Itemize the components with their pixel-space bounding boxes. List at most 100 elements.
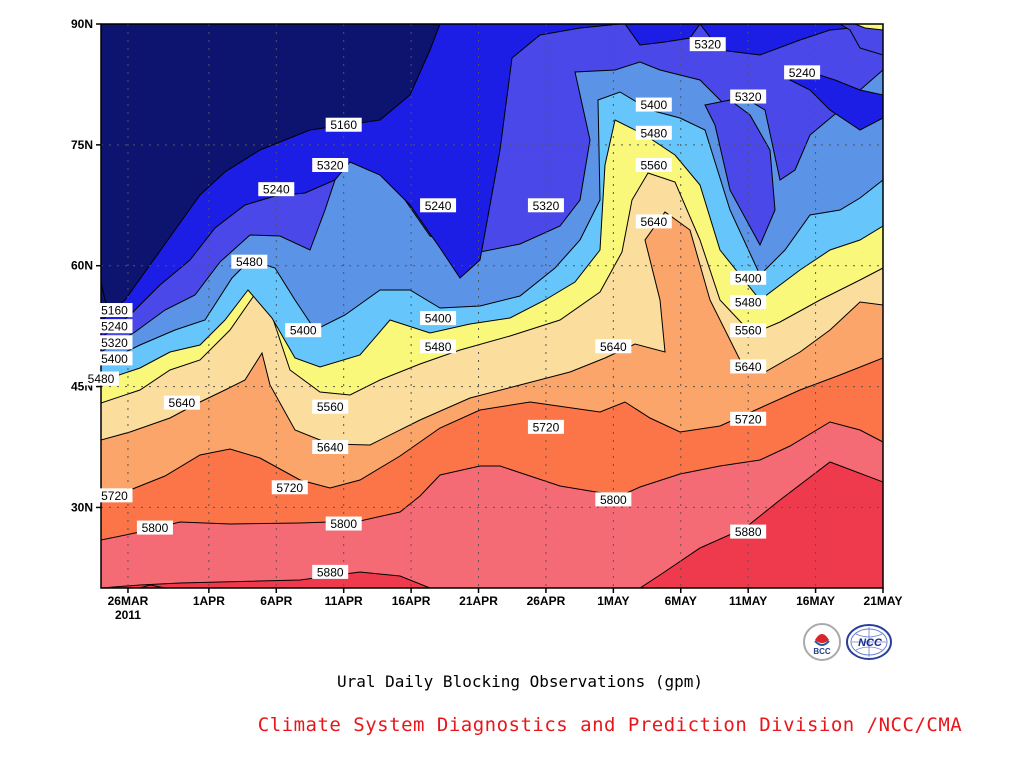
contour-label: 5320 (735, 90, 762, 104)
x-tick-label: 16APR (392, 594, 431, 608)
contour-label: 5480 (735, 295, 762, 309)
contour-label: 5320 (533, 199, 560, 213)
contour-label-box (312, 158, 349, 172)
contour-label-box (271, 480, 308, 495)
y-tick-label: 30N (71, 500, 93, 514)
contour-label-box (312, 440, 349, 454)
contour-label: 5400 (735, 271, 762, 285)
x-tick-label: 6MAY (665, 594, 697, 608)
contour-label: 5480 (425, 340, 452, 354)
contour-label-box (730, 411, 767, 426)
x-tick-label: 21APR (459, 594, 498, 608)
contour-label-box (136, 520, 173, 535)
contour-island-5240-ne (788, 71, 883, 131)
contour-labels: 5160 5240 5320 5400 5480 5640 5720 5800 5240 5480… (83, 37, 821, 579)
contour-label-box (420, 198, 457, 213)
contour-label: 5240 (263, 183, 290, 197)
x-tick-label: 16MAY (796, 594, 835, 608)
x-tick-label: 1APR (193, 594, 225, 608)
contour-label-box (96, 351, 133, 366)
contour-label: 5480 (88, 372, 115, 386)
contour-label-box (635, 125, 672, 140)
contour-label: 5320 (101, 336, 128, 350)
contour-label: 5640 (735, 360, 762, 374)
contour-label: 5320 (694, 38, 721, 52)
contour-label: 5160 (101, 304, 128, 318)
x-tick-label: 6APR (260, 594, 292, 608)
y-tick-label: 60N (71, 259, 93, 273)
contour-label-box (163, 395, 200, 410)
contour-label: 5240 (101, 320, 128, 334)
contour-label: 5880 (735, 525, 762, 539)
x-tick-label: 26APR (527, 594, 566, 608)
contour-label-box (325, 117, 362, 132)
contour-label-box (635, 158, 672, 172)
contour-label: 5480 (236, 255, 263, 269)
contour-label: 5640 (169, 396, 196, 410)
contour-label-box (635, 214, 672, 229)
x-tick-label: 21MAY (864, 594, 903, 608)
bcc-logo-text: BCC (813, 647, 831, 656)
contour-label-box (96, 488, 133, 503)
y-tick-label: 75N (71, 138, 93, 152)
contour-label-box (635, 97, 672, 112)
x-year-label: 2011 (115, 608, 141, 622)
contour-label-box (730, 89, 767, 104)
contour-label-box (420, 311, 457, 326)
x-tick-label: 26MAR (108, 594, 149, 608)
contour-label: 5560 (317, 400, 344, 414)
contour-label: 5640 (600, 340, 627, 354)
contour-label: 5400 (425, 312, 452, 326)
contour-label-box (730, 270, 767, 285)
bcc-logo: BCC (803, 623, 841, 661)
contour-label-box (258, 182, 295, 197)
contour-label-box (784, 65, 821, 80)
contour-label: 5400 (101, 352, 128, 366)
contour-label: 5400 (640, 98, 667, 112)
contour-label: 5800 (330, 517, 357, 531)
contour-label-box (83, 371, 119, 386)
contour-label: 5800 (600, 493, 627, 507)
x-tick-label: 11APR (325, 594, 363, 608)
contour-label: 5560 (640, 159, 667, 173)
contour-label-box (96, 319, 133, 334)
contour-label-box (285, 323, 322, 338)
contour-label-box (595, 339, 632, 354)
contour-label-box (730, 294, 767, 309)
contour-label: 5720 (533, 420, 560, 434)
contour-label: 5400 (290, 324, 317, 338)
y-tick-label: 90N (71, 17, 93, 31)
x-tick-label: 11MAY (729, 594, 767, 608)
contour-label: 5320 (317, 159, 344, 173)
contour-label: 5880 (317, 565, 344, 579)
contour-label: 5480 (640, 126, 667, 140)
contour-label: 5160 (330, 118, 357, 132)
ncc-logo: NCC (846, 624, 892, 660)
contour-label: 5560 (735, 324, 762, 338)
contour-label: 5240 (425, 199, 452, 213)
credit-line: Climate System Diagnostics and Predictio… (257, 714, 963, 736)
contour-label-box (325, 516, 362, 531)
ncc-logo-text: NCC (858, 637, 883, 649)
contour-label-box (730, 524, 767, 539)
contour-label: 5640 (317, 441, 344, 455)
contour-label-box (420, 339, 457, 354)
contour-label-box (730, 323, 767, 338)
contour-label-box (730, 359, 767, 374)
x-axis: 26MAR 1APR 6APR 11APR 16APR 21APR 26APR 1MAY 6MA… (108, 588, 903, 622)
contour-band-5160 (101, 24, 441, 321)
contour-island-5320-ne (704, 99, 776, 247)
plot-area (101, 24, 883, 588)
contour-label-box (96, 303, 133, 318)
contour-label-box (527, 198, 564, 213)
contour-chart: 26MAR 1APR 6APR 11APR 16APR 21APR 26APR 1MAY 6MA… (71, 17, 903, 622)
contour-label: 5640 (640, 215, 667, 229)
contour-label-box (527, 419, 564, 434)
contour-label-box (96, 335, 133, 350)
contour-label-box (231, 254, 268, 269)
contour-label-box (595, 492, 632, 507)
contour-label: 5720 (101, 489, 128, 503)
contour-island-5400-top (839, 24, 883, 56)
x-tick-label: 1MAY (597, 594, 629, 608)
